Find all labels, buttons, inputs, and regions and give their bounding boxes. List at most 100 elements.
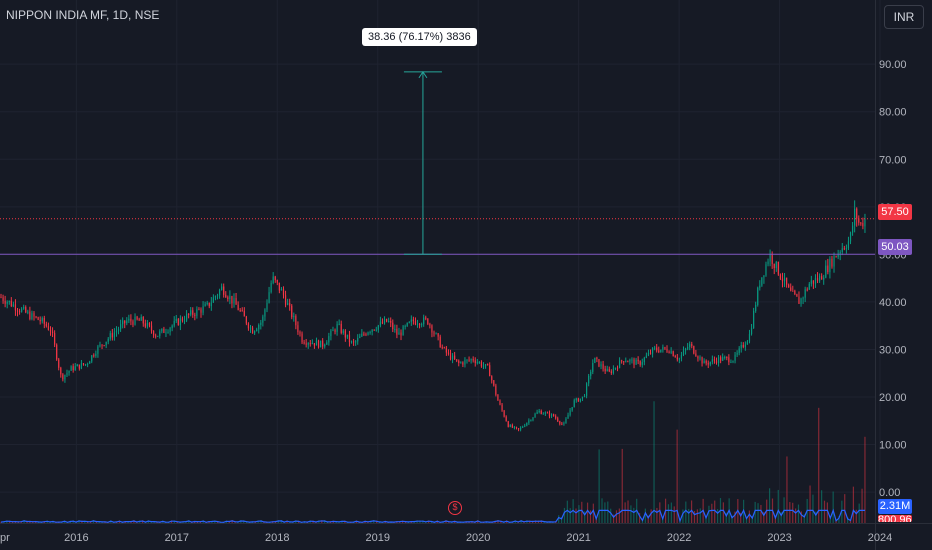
candle-body (421, 324, 423, 326)
candle-body (373, 329, 375, 331)
candle-body (816, 278, 819, 281)
candle-body (563, 423, 565, 425)
candle-body (54, 333, 56, 345)
candle-body (779, 274, 782, 279)
volume-bar (818, 407, 820, 523)
candle-body (369, 332, 371, 334)
candle-body (272, 276, 274, 283)
candle-body (818, 276, 821, 281)
candle-body (206, 302, 208, 305)
candle-body (27, 311, 29, 313)
candle-body (425, 317, 427, 319)
candle-body (161, 328, 163, 332)
candle-body (491, 376, 493, 381)
candle-body (680, 355, 683, 359)
volume-bar (696, 509, 698, 523)
candle-body (95, 353, 97, 356)
candle-body (631, 359, 633, 361)
volume-bar (716, 509, 719, 523)
candle-body (229, 295, 231, 300)
candle-body (695, 353, 697, 357)
candle-body (744, 344, 746, 348)
candle-body (571, 407, 573, 411)
candle-body (225, 294, 227, 298)
candle-body (520, 427, 522, 430)
dividend-icon[interactable]: $ (448, 501, 462, 515)
candle-body (188, 313, 190, 315)
candle-body (616, 367, 619, 369)
candle-body (569, 410, 571, 415)
candle-body (792, 290, 794, 292)
candle-body (629, 359, 631, 362)
volume-bar (373, 520, 375, 523)
candle-body (72, 366, 74, 371)
candle-body (583, 395, 586, 397)
candle-body (400, 332, 402, 336)
volume-ma-tag: 2.31M (878, 499, 912, 514)
volume-bar (575, 508, 577, 523)
candle-body (49, 329, 52, 332)
y-tick-label: 70.00 (879, 154, 907, 166)
candle-body (14, 304, 17, 311)
candle-body (148, 323, 151, 326)
candle-body (736, 352, 738, 355)
candle-body (585, 383, 588, 396)
candle-body (266, 302, 268, 310)
candle-body (210, 302, 212, 307)
volume-bar (584, 511, 586, 523)
candle-body (548, 412, 551, 417)
candle-body (742, 344, 744, 348)
candle-body (262, 316, 264, 323)
candle-body (381, 321, 384, 324)
candle-body (326, 342, 328, 345)
candle-body (530, 420, 532, 422)
currency-button[interactable]: INR (884, 5, 924, 29)
time-axis[interactable]: pr 2016 2017 2018 2019 2020 2021 2022 2023 2024 (0, 532, 892, 544)
volume-bar (858, 503, 860, 523)
candle-body (173, 320, 175, 326)
candle-body (676, 357, 678, 360)
candle-body (672, 351, 674, 357)
candle-body (707, 363, 709, 365)
volume-bar (558, 515, 560, 523)
volume-bar (803, 514, 805, 523)
candles (0, 200, 866, 432)
candle-body (575, 398, 577, 401)
y-tick-label: 40.00 (879, 297, 907, 309)
candle-body (480, 362, 483, 367)
candle-body (338, 323, 340, 325)
candle-body (122, 320, 124, 325)
candle-body (183, 320, 186, 322)
candle-body (682, 350, 685, 356)
candle-body (662, 347, 664, 350)
candle-body (404, 325, 406, 327)
candle-body (254, 331, 256, 334)
candle-body (839, 252, 841, 254)
price-axis[interactable]: 90.0080.0070.0060.0050.0040.0030.0020.00… (879, 59, 907, 499)
candle-body (295, 316, 297, 326)
candle-body (223, 286, 225, 295)
candle-body (355, 341, 357, 343)
candle-body (596, 357, 598, 360)
volume-bar (621, 448, 623, 523)
volume-bar (852, 486, 854, 523)
candle-body (251, 327, 254, 334)
horizontal-line-tag[interactable]: 50.03 (878, 239, 912, 255)
candle-body (765, 264, 767, 276)
candle-body (668, 351, 670, 353)
candle-body (612, 368, 614, 373)
candle-body (823, 277, 825, 280)
candle-body (107, 338, 109, 342)
candle-body (499, 400, 501, 405)
candle-body (761, 277, 763, 286)
candle-body (476, 362, 478, 364)
candle-body (821, 276, 823, 280)
candle-body (35, 316, 37, 318)
candle-body (18, 311, 21, 313)
candle-body (202, 306, 204, 313)
candle-body (464, 360, 466, 365)
candle-body (814, 278, 817, 284)
symbol-title: NIPPON INDIA MF, 1D, NSE (6, 8, 160, 22)
candle-body (418, 324, 421, 326)
